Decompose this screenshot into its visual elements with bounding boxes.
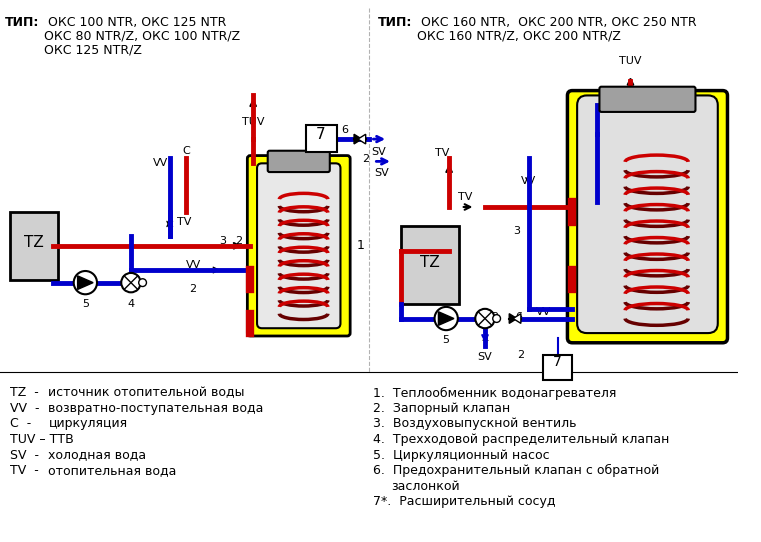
FancyBboxPatch shape [568, 91, 728, 343]
Text: TZ: TZ [420, 255, 440, 270]
Text: 7: 7 [553, 355, 562, 369]
FancyBboxPatch shape [577, 95, 718, 333]
Text: VV: VV [521, 176, 537, 186]
Text: 1: 1 [357, 239, 365, 252]
Text: 4: 4 [482, 335, 489, 345]
Text: TUV: TUV [242, 117, 264, 127]
Polygon shape [78, 276, 93, 289]
Text: 3: 3 [514, 227, 521, 236]
Text: отопительная вода: отопительная вода [49, 464, 177, 477]
Text: 5.  Циркуляционный насос: 5. Циркуляционный насос [374, 448, 550, 461]
Text: 2: 2 [517, 350, 524, 359]
FancyBboxPatch shape [10, 212, 58, 280]
Text: возвратно-поступательная вода: возвратно-поступательная вода [49, 402, 264, 415]
Text: TZ  -: TZ - [10, 386, 39, 399]
Text: SV  -: SV - [10, 448, 39, 461]
Text: 2: 2 [577, 263, 584, 273]
Text: 2: 2 [577, 319, 584, 328]
Text: ОКС 80 NTR/Z, ОКС 100 NTR/Z: ОКС 80 NTR/Z, ОКС 100 NTR/Z [43, 29, 240, 42]
Circle shape [476, 309, 495, 328]
Text: ТИП:: ТИП: [5, 16, 40, 29]
FancyBboxPatch shape [400, 227, 459, 304]
Text: VV: VV [186, 260, 202, 270]
Text: 7*.  Расширительный сосуд: 7*. Расширительный сосуд [374, 495, 556, 508]
Circle shape [435, 307, 458, 330]
Text: 5: 5 [82, 299, 89, 309]
Text: заслонкой: заслонкой [391, 480, 460, 493]
Text: 2: 2 [234, 236, 242, 246]
Text: С  -: С - [10, 417, 31, 430]
Text: 2: 2 [491, 312, 498, 322]
Text: 7: 7 [317, 127, 326, 142]
FancyBboxPatch shape [543, 356, 572, 379]
Text: 5: 5 [443, 335, 450, 345]
Text: источник отопительной воды: источник отопительной воды [49, 386, 245, 399]
FancyBboxPatch shape [305, 125, 336, 152]
Circle shape [74, 271, 97, 294]
Text: TZ: TZ [24, 235, 44, 250]
Text: VV  -: VV - [10, 402, 40, 415]
Polygon shape [509, 314, 517, 324]
Text: ОКС 100 NTR, ОКС 125 NTR: ОКС 100 NTR, ОКС 125 NTR [43, 16, 226, 29]
Text: C: C [183, 146, 190, 156]
Text: VV: VV [152, 158, 167, 169]
Text: TUV: TUV [619, 56, 642, 66]
Text: холодная вода: холодная вода [49, 448, 147, 461]
Text: 3: 3 [219, 236, 226, 246]
Text: ОКС 160 NTR,  ОКС 200 NTR, ОКС 250 NTR: ОКС 160 NTR, ОКС 200 NTR, ОКС 250 NTR [417, 16, 697, 29]
Text: 2: 2 [189, 283, 196, 294]
Text: VV: VV [537, 307, 552, 317]
FancyBboxPatch shape [600, 87, 696, 112]
Text: ТИП:: ТИП: [378, 16, 412, 29]
Text: 2.  Запорный клапан: 2. Запорный клапан [374, 402, 511, 415]
Text: TV: TV [435, 149, 450, 158]
Text: TUV – ТТВ: TUV – ТТВ [10, 433, 74, 446]
FancyBboxPatch shape [257, 163, 340, 328]
Text: 6.  Предохранительный клапан с обратной: 6. Предохранительный клапан с обратной [374, 464, 660, 477]
Text: 6: 6 [515, 312, 523, 322]
Text: 2: 2 [362, 153, 369, 164]
Text: 4: 4 [127, 299, 135, 309]
Text: SV: SV [371, 147, 386, 157]
Text: 4.  Трехходовой распределительный клапан: 4. Трехходовой распределительный клапан [374, 433, 670, 446]
Text: 2: 2 [577, 195, 584, 205]
Circle shape [121, 273, 141, 292]
Polygon shape [354, 134, 361, 144]
Text: 6: 6 [341, 125, 348, 134]
FancyBboxPatch shape [247, 156, 350, 336]
Polygon shape [438, 312, 454, 325]
Circle shape [139, 279, 146, 287]
Text: циркуляция: циркуляция [49, 417, 128, 430]
Text: TV: TV [458, 192, 473, 202]
Text: 3.  Воздуховыпускной вентиль: 3. Воздуховыпускной вентиль [374, 417, 577, 430]
Text: 1.  Теплообменник водонагревателя: 1. Теплообменник водонагревателя [374, 386, 617, 399]
Polygon shape [513, 314, 521, 324]
Polygon shape [358, 134, 366, 144]
Text: ОКС 160 NTR/Z, ОКС 200 NTR/Z: ОКС 160 NTR/Z, ОКС 200 NTR/Z [417, 29, 621, 42]
Text: TV  -: TV - [10, 464, 39, 477]
Circle shape [492, 315, 501, 322]
Text: ОКС 125 NTR/Z: ОКС 125 NTR/Z [43, 43, 142, 56]
FancyBboxPatch shape [268, 151, 330, 172]
Text: SV: SV [374, 168, 389, 178]
Text: C: C [586, 95, 594, 105]
Text: TV: TV [177, 217, 191, 227]
Text: SV: SV [478, 352, 492, 363]
